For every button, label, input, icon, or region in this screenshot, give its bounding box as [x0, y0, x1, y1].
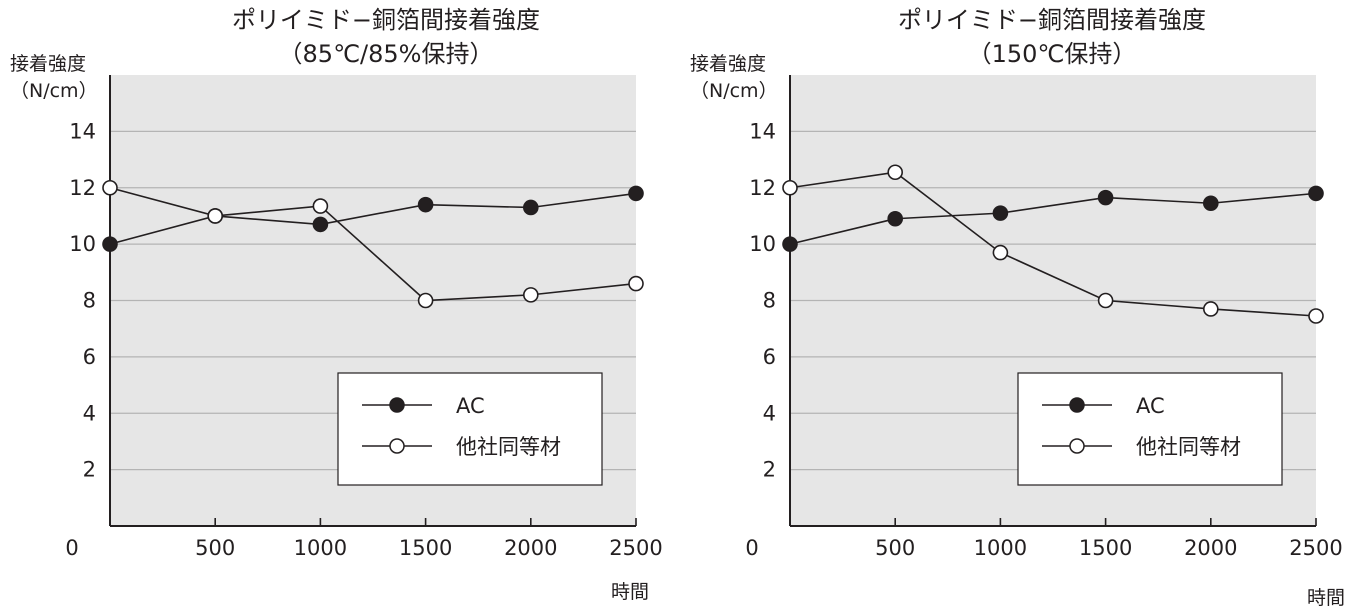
chart2-point-other — [887, 164, 904, 181]
chart1-subtitle: （85℃/85%保持） — [279, 40, 494, 68]
chart2-title: ポリイミド−銅箔間接着強度 — [898, 6, 1206, 34]
chart2-y-tick-label: 8 — [763, 289, 776, 313]
chart1-x-axis-label: 時間 — [611, 581, 649, 603]
chart2-y-tick-labels: 2 4 6 8 10 12 14 — [749, 119, 776, 481]
chart1-y-tick-label: 4 — [83, 401, 96, 425]
chart1-point-other — [522, 287, 539, 303]
chart1-point-ac — [102, 236, 118, 252]
chart2-point-ac — [782, 236, 798, 252]
chart1-x-tick-label: 2000 — [504, 536, 557, 560]
chart1-x-tick-label: 2500 — [609, 536, 662, 560]
chart2-x-tick-label: 1500 — [1079, 536, 1132, 560]
chart1-x-tick-label: 1000 — [294, 536, 347, 560]
chart1-legend-ac-label: AC — [456, 394, 485, 418]
chart2-legend-ac-label: AC — [1136, 394, 1165, 418]
chart2-point-ac — [1308, 185, 1324, 202]
chart2-y-tick-label: 14 — [749, 119, 776, 143]
chart2-y-tick-label: 4 — [763, 401, 776, 425]
chart2-x-axis-label: 時間 — [1307, 587, 1345, 609]
chart2-series — [782, 164, 1324, 324]
chart1-y-tick-label: 10 — [69, 232, 96, 256]
chart2-y-tick-label: 10 — [749, 232, 776, 256]
chart1-legend-ac-marker — [389, 397, 405, 413]
chart1-legend-box — [337, 372, 603, 486]
chart2-x-tick-labels: 500 1000 1500 2000 2500 — [875, 518, 1343, 560]
chart1-point-ac — [312, 216, 329, 233]
chart2-y-axis-label: 接着強度 — [690, 53, 766, 75]
chart1-y-tick-label: 6 — [83, 345, 96, 369]
chart2-x-tick-label: 1000 — [974, 536, 1027, 560]
chart1-x-tick-label: 1500 — [399, 536, 452, 560]
chart1-series-line-ac — [109, 192, 637, 245]
chart1-series — [102, 179, 644, 309]
chart1-x-tick-label: 500 — [195, 536, 235, 560]
chart2-y-tick-label: 2 — [763, 458, 776, 482]
chart2-x-tick-label: 2000 — [1184, 536, 1237, 560]
chart1-point-ac — [522, 199, 539, 216]
chart2-y-axis-unit: （N/cm） — [690, 80, 778, 102]
chart1-point-other — [102, 179, 118, 196]
chart1-y-tick-label: 2 — [83, 458, 96, 482]
chart1-legend-other-label: 他社同等材 — [456, 435, 561, 459]
chart1-title: ポリイミド−銅箔間接着強度 — [232, 6, 540, 34]
chart2-point-ac — [887, 210, 904, 227]
chart2-legend-box — [1017, 372, 1283, 486]
chart1-x-tick-labels: 500 1000 1500 2000 2500 — [195, 518, 663, 560]
chart1-series-line-other — [109, 186, 637, 302]
chart1-y-axis-label: 接着強度 — [10, 53, 86, 75]
chart2-subtitle: （150℃保持） — [968, 40, 1137, 68]
chart2-point-other — [1203, 301, 1219, 317]
chart1-axes — [109, 75, 636, 527]
chart1-legend-other-marker — [389, 438, 405, 454]
chart1-y-tick-label: 14 — [69, 119, 96, 143]
chart2-point-other — [782, 179, 798, 196]
chart2-point-ac — [992, 205, 1009, 221]
chart2-legend-other-marker — [1069, 438, 1085, 454]
chart2-y-tick-label: 6 — [763, 345, 776, 369]
chart2-legend-other-label: 他社同等材 — [1136, 435, 1241, 459]
chart2-point-ac — [1203, 195, 1219, 212]
chart1-legend: AC 他社同等材 — [337, 372, 603, 486]
chart2-axes — [789, 75, 1316, 527]
chart1-y-tick-label: 8 — [83, 289, 96, 313]
chart2-series-line-ac — [789, 192, 1317, 245]
chart-150c: ポリイミド−銅箔間接着強度 （150℃保持） 接着強度 （N/cm） 2 4 6 8 1… — [690, 6, 1345, 609]
chart2-point-ac — [1097, 189, 1114, 206]
chart1-y-tick-label: 12 — [69, 176, 96, 200]
chart2-origin-label: 0 — [745, 536, 758, 560]
chart2-y-tick-label: 12 — [749, 176, 776, 200]
chart1-point-other — [417, 292, 434, 309]
chart2-series-line-other — [789, 171, 1317, 317]
chart1-point-other — [312, 198, 329, 214]
chart2-point-other — [1097, 292, 1114, 309]
chart1-point-ac — [417, 196, 434, 213]
chart1-origin-label: 0 — [65, 536, 78, 560]
chart2-point-other — [1308, 308, 1324, 324]
chart2-point-other — [992, 244, 1009, 261]
chart1-y-axis-unit: （N/cm） — [10, 80, 98, 102]
chart1-point-ac — [628, 185, 644, 202]
chart2-x-tick-label: 500 — [875, 536, 915, 560]
chart1-y-tick-labels: 2 4 6 8 10 12 14 — [69, 119, 96, 481]
chart-85c-85pct: ポリイミド−銅箔間接着強度 （85℃/85%保持） 接着強度 （N/cm） 2 4… — [10, 6, 663, 603]
chart2-legend: AC 他社同等材 — [1017, 372, 1283, 486]
chart2-legend-ac-marker — [1069, 397, 1085, 413]
chart1-point-other — [207, 208, 223, 224]
chart2-x-tick-label: 2500 — [1289, 536, 1342, 560]
chart1-point-other — [628, 275, 644, 292]
